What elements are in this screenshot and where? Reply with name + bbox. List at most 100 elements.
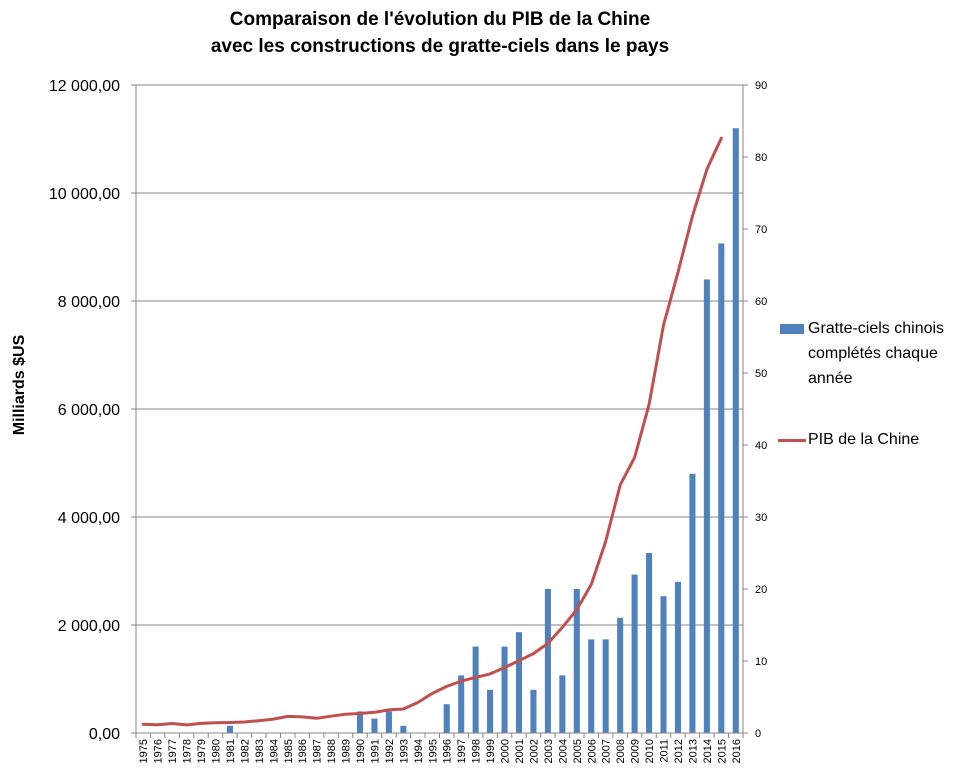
bar-1991 — [371, 718, 378, 733]
bar-2013 — [689, 473, 696, 733]
y-left-tick-label: 4 000,00 — [58, 510, 120, 527]
x-tick-label: 1983 — [254, 739, 266, 763]
bar-1992 — [385, 711, 392, 733]
x-tick-label: 1998 — [471, 739, 483, 763]
bar-2007 — [602, 639, 609, 733]
x-tick-label: 1996 — [442, 739, 454, 763]
bar-2008 — [617, 617, 624, 733]
legend-item-skyscrapers: Gratte-ciels chinois complétés chaque an… — [778, 316, 968, 391]
y-left-tick-label: 12 000,00 — [49, 78, 120, 95]
x-tick-label: 1989 — [341, 739, 353, 763]
y-right-tick-label: 0 — [755, 728, 761, 740]
bar-2000 — [501, 646, 508, 733]
bar-1981 — [226, 725, 233, 733]
x-tick-label: 1984 — [268, 739, 280, 763]
x-tick-label: 1979 — [196, 739, 208, 763]
y-right-tick-label: 90 — [755, 80, 767, 92]
bar-2011 — [660, 596, 667, 733]
bar-2016 — [732, 128, 739, 733]
y-left-tick-label: 2 000,00 — [58, 618, 120, 635]
axis-layer: 0,00 2 000,00 4 000,00 6 000,00 8 000,00 10 0… — [49, 78, 767, 763]
x-tick-label: 1994 — [413, 739, 425, 763]
x-tick-label: 2014 — [702, 739, 714, 763]
legend-label-gdp: PIB de la Chine — [808, 431, 920, 448]
gdp-line — [141, 136, 723, 727]
legend-swatch-bar — [780, 324, 804, 334]
legend: Gratte-ciels chinois complétés chaque an… — [778, 316, 968, 452]
bar-1993 — [400, 725, 407, 733]
x-tick-label: 2011 — [659, 739, 671, 763]
bar-2012 — [674, 581, 681, 733]
x-tick-label: 2009 — [630, 739, 642, 763]
bar-2003 — [544, 589, 551, 733]
y-left-tick-label: 0,00 — [89, 726, 120, 743]
y-right-tick-label: 20 — [755, 584, 767, 596]
x-tick-label: 1991 — [369, 739, 381, 763]
x-tick-label: 1985 — [283, 739, 295, 763]
bar-2014 — [703, 279, 710, 733]
x-tick-label: 2013 — [687, 739, 699, 763]
y-left-tick-label: 8 000,00 — [58, 294, 120, 311]
chart-title: Comparaison de l'évolution du PIB de la … — [130, 6, 750, 60]
x-tick-label: 1995 — [427, 739, 439, 763]
x-tick-label: 1978 — [182, 739, 194, 763]
legend-swatch-line — [778, 439, 806, 442]
bar-1999 — [487, 689, 494, 733]
bar-1998 — [472, 646, 479, 733]
y-right-tick-label: 50 — [755, 368, 767, 380]
bar-2015 — [718, 243, 725, 733]
x-tick-label: 1992 — [384, 739, 396, 763]
x-tick-label: 2001 — [514, 739, 526, 763]
x-tick-label: 1993 — [398, 739, 410, 763]
line-layer — [141, 136, 723, 727]
bar-2002 — [530, 689, 537, 733]
y-right-tick-label: 70 — [755, 224, 767, 236]
x-tick-label: 2012 — [673, 739, 685, 763]
x-tick-label: 2003 — [543, 739, 555, 763]
bar-2009 — [631, 574, 638, 733]
bar-1990 — [356, 711, 364, 733]
x-tick-label: 1981 — [225, 739, 237, 763]
x-tick-label: 2000 — [500, 739, 512, 763]
x-tick-label: 1997 — [456, 739, 468, 763]
chart-title-line-2: avec les constructions de gratte-ciels d… — [210, 36, 670, 57]
x-tick-label: 1977 — [167, 739, 179, 763]
x-tick-label: 2006 — [586, 739, 598, 763]
bar-2010 — [646, 553, 653, 733]
x-tick-label: 1999 — [485, 739, 497, 763]
x-tick-label: 2002 — [528, 739, 540, 763]
x-tick-label: 1980 — [210, 739, 222, 763]
y-axis-label-left: Milliards $US — [11, 334, 28, 435]
x-tick-label: 1987 — [312, 739, 324, 763]
x-tick-label: 1982 — [239, 739, 251, 763]
bar-2006 — [588, 639, 595, 733]
x-tick-label: 2007 — [601, 739, 613, 763]
x-tick-label: 1986 — [297, 739, 309, 763]
bar-2004 — [559, 675, 566, 733]
bar-1996 — [443, 704, 450, 733]
legend-label-skyscrapers: Gratte-ciels chinois complétés chaque an… — [808, 320, 945, 387]
x-tick-label: 1988 — [326, 739, 338, 763]
y-right-tick-label: 40 — [755, 440, 767, 452]
y-left-tick-label: 10 000,00 — [49, 186, 120, 203]
x-tick-label: 2004 — [557, 739, 569, 763]
x-tick-label: 2005 — [572, 739, 584, 763]
y-right-tick-label: 30 — [755, 512, 767, 524]
grid-layer — [136, 84, 743, 626]
x-tick-label: 1990 — [355, 739, 367, 763]
x-tick-label: 2016 — [731, 739, 743, 763]
y-right-tick-label: 60 — [755, 296, 767, 308]
x-tick-label: 1975 — [138, 739, 150, 763]
x-tick-label: 2015 — [716, 739, 728, 763]
bar-2005 — [573, 589, 580, 733]
y-right-tick-label: 80 — [755, 152, 767, 164]
legend-item-gdp: PIB de la Chine — [778, 427, 968, 452]
bar-1997 — [458, 675, 465, 733]
chart-title-line-1: Comparaison de l'évolution du PIB de la … — [229, 9, 651, 30]
bar-2001 — [515, 632, 523, 733]
x-tick-label: 2010 — [644, 739, 656, 763]
y-left-tick-label: 6 000,00 — [58, 402, 120, 419]
x-tick-label: 2008 — [615, 739, 627, 763]
x-tick-label: 1976 — [153, 739, 165, 763]
